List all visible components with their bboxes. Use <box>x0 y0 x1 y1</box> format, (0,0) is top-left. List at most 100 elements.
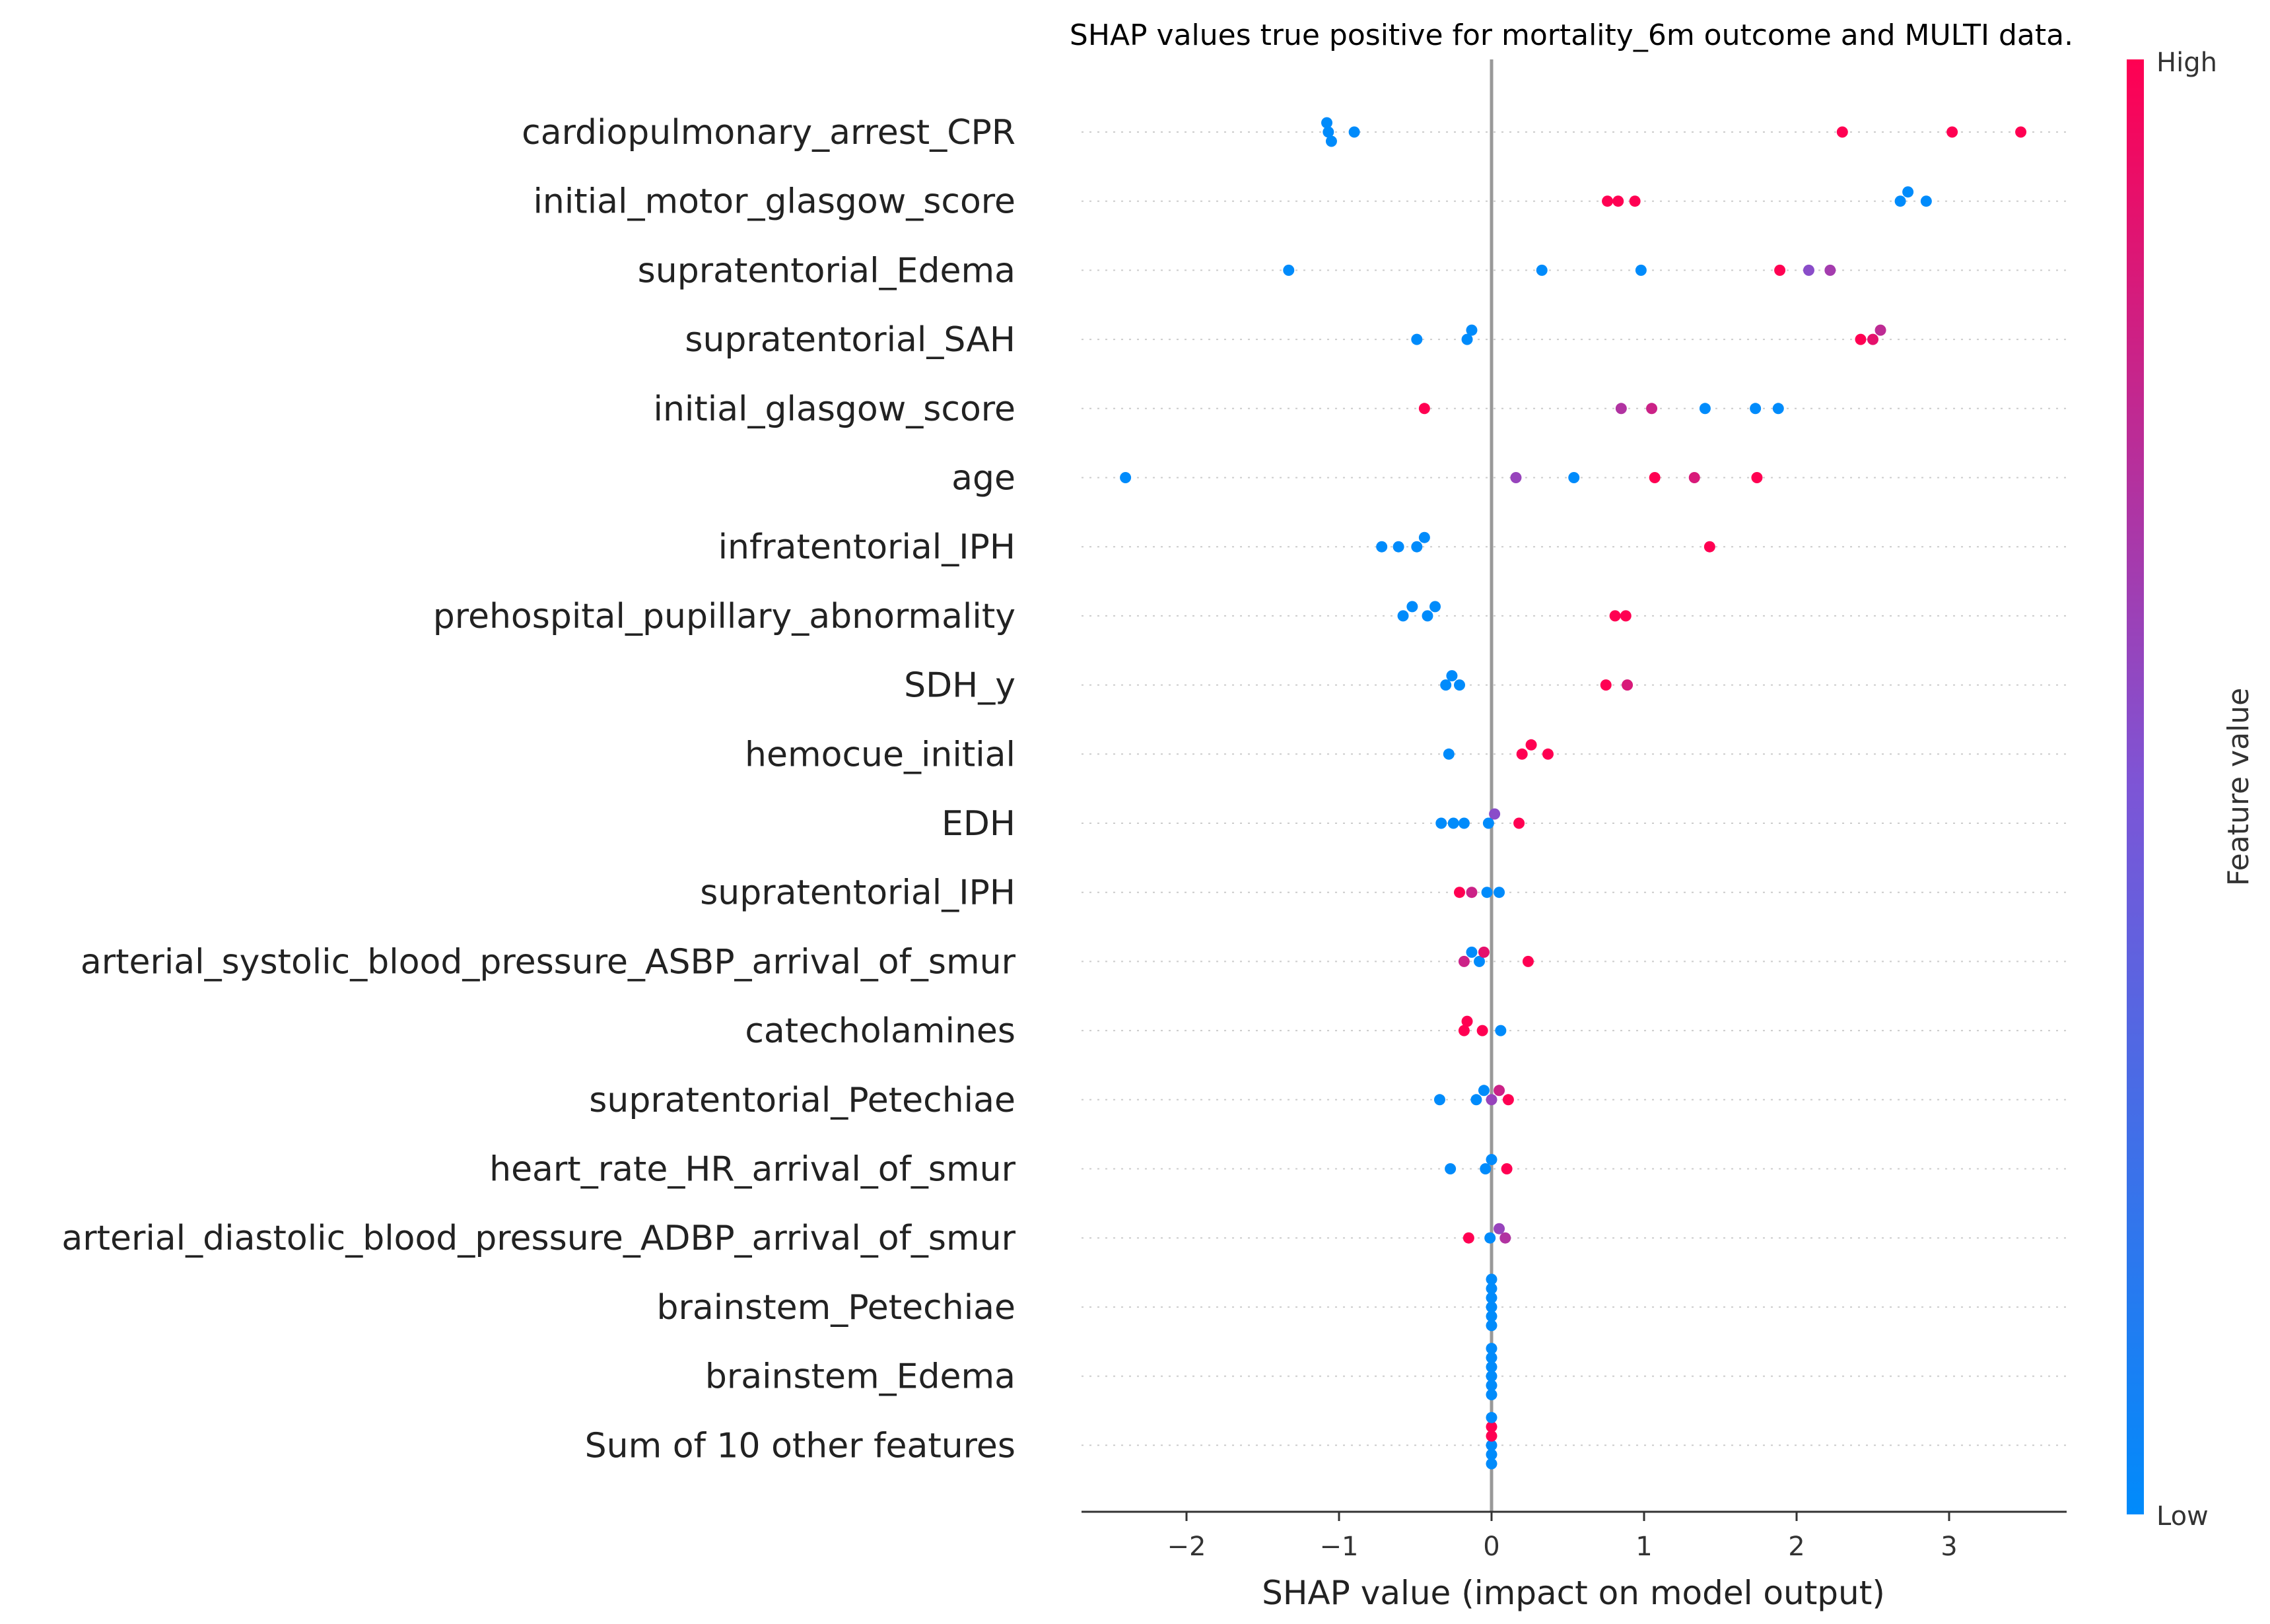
shap-point <box>1486 1352 1497 1364</box>
shap-point <box>1772 403 1784 415</box>
shap-point <box>1461 1015 1473 1027</box>
shap-point <box>1612 195 1624 207</box>
shap-point <box>1635 264 1647 276</box>
shap-point <box>1824 264 1836 276</box>
shap-point <box>1688 472 1700 483</box>
shap-point <box>1422 610 1433 622</box>
shap-point <box>1486 1283 1497 1295</box>
shap-point <box>1458 817 1470 829</box>
shap-point <box>1522 955 1534 967</box>
shap-point <box>1440 679 1452 691</box>
colorbar-title: Feature value <box>2222 688 2255 886</box>
x-tick-label: 1 <box>1635 1532 1652 1562</box>
shap-point <box>1486 1411 1497 1423</box>
shap-point <box>1486 1094 1497 1106</box>
shap-point <box>1494 1085 1505 1097</box>
feature-label: cardiopulmonary_arrest_CPR <box>522 113 1015 152</box>
colorbar-low-label: Low <box>2156 1501 2209 1532</box>
shap-point <box>1620 610 1632 622</box>
shap-point <box>1393 541 1404 553</box>
shap-point <box>1703 541 1715 553</box>
shap-point <box>1453 887 1465 898</box>
x-tick-label: −1 <box>1320 1532 1359 1562</box>
shap-point <box>1478 1085 1490 1097</box>
shap-point <box>1622 679 1634 691</box>
feature-label: catecholamines <box>745 1011 1015 1051</box>
shap-point <box>1568 472 1580 483</box>
shap-point <box>1486 1430 1497 1442</box>
feature-label: supratentorial_Edema <box>638 251 1015 290</box>
feature-label: arterial_diastolic_blood_pressure_ADBP_a… <box>61 1219 1015 1258</box>
shap-point <box>1502 1094 1514 1106</box>
shap-point <box>1397 610 1409 622</box>
shap-point <box>1629 195 1641 207</box>
shap-point <box>1486 1320 1497 1332</box>
shap-point <box>1321 117 1333 129</box>
shap-point <box>1542 748 1554 760</box>
shap-point <box>1516 748 1528 760</box>
shap-point <box>1466 887 1478 898</box>
shap-point <box>1462 1232 1474 1244</box>
shap-point <box>1325 135 1337 147</box>
shap-point <box>1874 324 1886 336</box>
shap-point <box>1486 1380 1497 1392</box>
feature-label: arterial_systolic_blood_pressure_ASBP_ar… <box>81 942 1016 982</box>
feature-label: supratentorial_SAH <box>685 320 1015 360</box>
feature-label: hemocue_initial <box>745 735 1015 774</box>
x-axis-label: SHAP value (impact on model output) <box>1262 1574 1885 1612</box>
shap-point <box>1774 264 1786 276</box>
shap-point <box>1481 887 1493 898</box>
feature-label: SDH_y <box>904 666 1015 706</box>
x-tick-label: 3 <box>1941 1532 1957 1562</box>
shap-point <box>1348 126 1360 138</box>
shap-point <box>1486 1448 1497 1460</box>
plot-area: cardiopulmonary_arrest_CPR initial_motor_… <box>61 59 2067 1512</box>
shap-point <box>1855 333 1867 345</box>
shap-point <box>1480 1163 1492 1174</box>
shap-point <box>1283 264 1295 276</box>
shap-point <box>1486 1301 1497 1313</box>
shap-point <box>1429 601 1441 613</box>
x-axis: −2 −1 0 1 2 3 <box>1082 1510 2067 1562</box>
shap-point <box>1486 1292 1497 1304</box>
shap-point <box>1466 946 1478 958</box>
shap-point <box>1458 1025 1470 1036</box>
shap-point <box>1120 472 1132 483</box>
shap-point <box>1494 1223 1505 1235</box>
shap-point <box>1411 541 1423 553</box>
shap-point <box>1649 472 1661 483</box>
shap-point <box>1600 679 1612 691</box>
shap-point <box>1461 333 1473 345</box>
shap-point <box>1486 1458 1497 1470</box>
shap-point <box>1609 610 1621 622</box>
colorbar: High Low Feature value <box>2127 48 2255 1532</box>
shap-point <box>1474 955 1486 967</box>
feature-label: supratentorial_Petechiae <box>589 1081 1015 1120</box>
shap-point <box>1615 403 1627 415</box>
shap-point <box>1406 601 1418 613</box>
shap-point <box>1486 1154 1497 1165</box>
shap-point <box>1476 1025 1488 1036</box>
feature-label: EDH <box>942 804 1015 844</box>
shap-point <box>1602 195 1614 207</box>
shap-point <box>1920 195 1932 207</box>
shap-point <box>1478 946 1490 958</box>
shap-point <box>1433 1094 1445 1106</box>
shap-point <box>1466 324 1478 336</box>
shap-point <box>1482 817 1494 829</box>
shap-point <box>1836 126 1848 138</box>
shap-point <box>1525 739 1537 751</box>
shap-point <box>1486 1361 1497 1373</box>
shap-point <box>1510 472 1522 483</box>
colorbar-high-label: High <box>2156 48 2217 78</box>
feature-label: brainstem_Petechiae <box>656 1288 1015 1328</box>
shap-point <box>1501 1163 1513 1174</box>
shap-point <box>1453 679 1465 691</box>
feature-label: initial_motor_glasgow_score <box>533 182 1015 222</box>
x-tick-label: 0 <box>1483 1532 1499 1562</box>
shap-point <box>1946 126 1958 138</box>
feature-label: heart_rate_HR_arrival_of_smur <box>489 1150 1016 1190</box>
feature-label: infratentorial_IPH <box>718 527 1015 567</box>
shap-point <box>1894 195 1906 207</box>
shap-point <box>1470 1094 1482 1106</box>
